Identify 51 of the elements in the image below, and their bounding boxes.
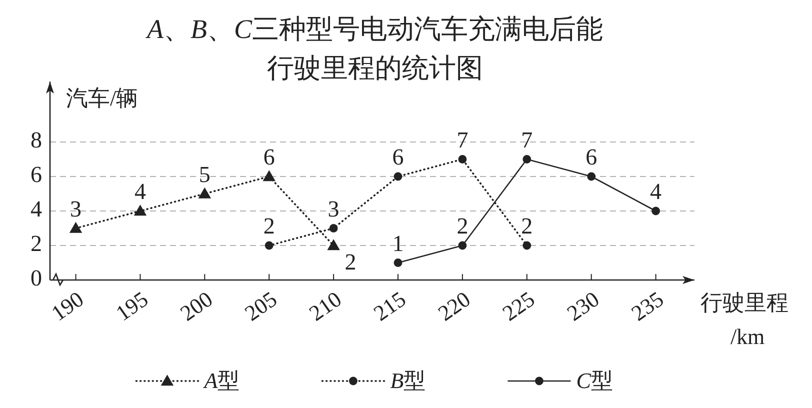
- x-tick-label: 215: [368, 286, 410, 326]
- point: [587, 172, 596, 181]
- data-label: 5: [198, 162, 210, 187]
- x-tick-label: 230: [562, 286, 604, 326]
- x-tick-label: 220: [433, 286, 475, 326]
- point: [394, 172, 402, 181]
- data-label: 7: [521, 127, 533, 152]
- data-label: 7: [456, 127, 468, 152]
- data-label: 1: [392, 230, 404, 256]
- x-tick-label: 235: [626, 286, 668, 326]
- data-label: 4: [650, 179, 662, 204]
- x-tick-label: 225: [498, 286, 540, 326]
- data-label: 2: [456, 214, 468, 238]
- point: [394, 258, 402, 267]
- point: [458, 155, 467, 164]
- point: [522, 155, 532, 164]
- y-tick-label: 8: [30, 127, 42, 152]
- y-tick-label: 6: [30, 162, 42, 187]
- y-axis-title: 汽车/辆: [66, 86, 138, 111]
- point: [327, 239, 340, 250]
- y-tick-label: 2: [30, 230, 42, 256]
- x-tick-label: 210: [304, 286, 346, 326]
- data-label: 2: [344, 250, 356, 274]
- y-tick-label: 4: [30, 196, 42, 222]
- point: [652, 206, 660, 216]
- point: [69, 222, 82, 233]
- data-label: 6: [392, 144, 404, 170]
- y-tick-label: 0: [30, 265, 42, 290]
- x-tick-label: 205: [240, 286, 282, 326]
- point: [198, 187, 212, 198]
- point: [134, 204, 147, 216]
- point: [262, 170, 276, 182]
- data-label: 3: [328, 196, 340, 222]
- legend-label: C型: [576, 368, 613, 393]
- legend-label: B型: [390, 368, 426, 393]
- x-tick-label: 195: [111, 286, 152, 326]
- data-label: 2: [263, 214, 275, 238]
- point: [458, 241, 467, 250]
- point: [264, 241, 274, 250]
- x-tick-label: 190: [46, 286, 88, 326]
- x-axis-title: 行驶里程/km: [700, 290, 788, 349]
- data-label: 2: [521, 214, 533, 238]
- data-label: 4: [134, 179, 146, 204]
- point: [522, 241, 532, 250]
- chart-title: A、B、C三种型号电动汽车充满电后能行驶里程的统计图: [144, 14, 604, 83]
- data-label: 6: [586, 144, 598, 170]
- point: [329, 224, 338, 232]
- legend-label: A型: [202, 368, 240, 393]
- data-label: 6: [263, 144, 275, 170]
- data-label: 3: [70, 196, 82, 222]
- x-tick-label: 200: [176, 286, 217, 326]
